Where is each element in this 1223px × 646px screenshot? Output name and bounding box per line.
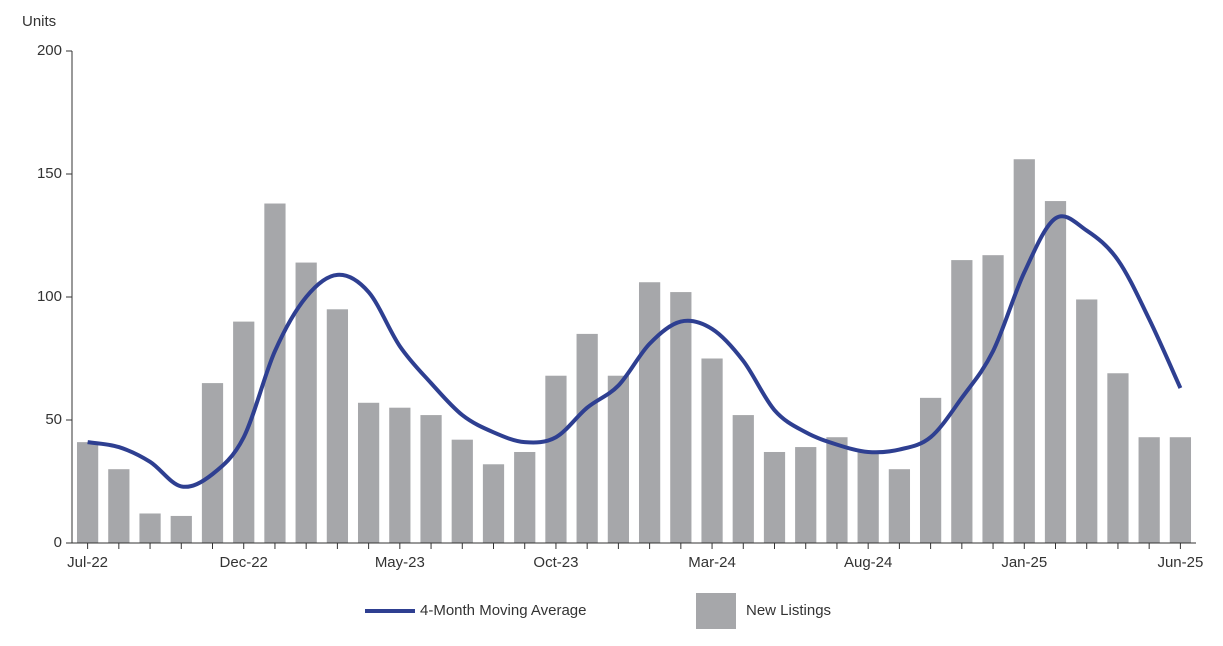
legend-label: 4-Month Moving Average (420, 602, 587, 619)
x-tick-label: Aug-24 (844, 554, 892, 571)
bar (545, 375, 567, 543)
bar (482, 464, 505, 543)
bar (233, 321, 255, 543)
bar (982, 255, 1004, 543)
bar (763, 451, 786, 543)
bar (638, 282, 661, 543)
bar (607, 375, 630, 543)
bar (795, 447, 817, 543)
bar (670, 292, 692, 543)
bar (514, 451, 536, 543)
x-tick-label: May-23 (375, 554, 425, 571)
bar (170, 515, 192, 543)
bar (888, 469, 911, 543)
legend-label: New Listings (746, 602, 831, 619)
bar (826, 437, 848, 543)
bar (326, 309, 349, 543)
y-tick-label: 100 (37, 288, 62, 305)
bar (1076, 299, 1098, 543)
y-tick-label: 50 (45, 411, 62, 428)
bar (1138, 437, 1160, 543)
bar (1169, 437, 1192, 543)
bar (139, 513, 161, 543)
bar (701, 358, 723, 543)
x-tick-label: Jun-25 (1157, 554, 1203, 571)
bar (201, 383, 224, 543)
bar (357, 402, 380, 543)
legend-swatch (696, 593, 736, 629)
x-tick-label: Oct-23 (533, 554, 578, 571)
bar (732, 415, 754, 543)
bar (295, 262, 317, 543)
moving-average-line (87, 214, 1183, 489)
x-tick-label: Jan-25 (1001, 554, 1047, 571)
bar (1044, 201, 1067, 543)
bar (919, 397, 942, 543)
x-tick-label: Jul-22 (67, 554, 108, 571)
x-tick-label: Dec-22 (220, 554, 268, 571)
y-tick-label: 200 (37, 42, 62, 59)
bar (264, 203, 286, 543)
bar (857, 451, 879, 543)
bar (576, 333, 598, 543)
x-tick-label: Mar-24 (688, 554, 736, 571)
y-tick-label: 150 (37, 165, 62, 182)
bar (420, 415, 442, 543)
y-axis-title: Units (22, 13, 56, 30)
bar (389, 407, 411, 543)
y-tick-label: 0 (54, 534, 62, 551)
bar (1013, 159, 1035, 544)
bar (1107, 373, 1129, 543)
bar (108, 469, 130, 543)
bar (76, 442, 99, 543)
bar (451, 439, 473, 543)
bar (951, 260, 973, 543)
